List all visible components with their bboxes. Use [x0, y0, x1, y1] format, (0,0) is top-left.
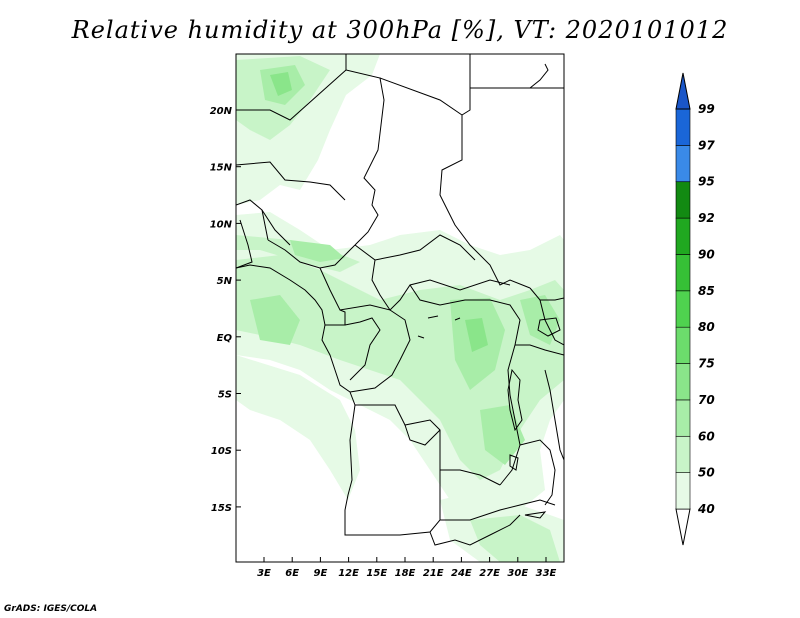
lon-tick-label: 12E	[338, 568, 359, 579]
country-boundaries	[236, 54, 564, 546]
lon-tick-label: 24E	[451, 568, 472, 579]
colorbar-label: 85	[698, 284, 715, 298]
lat-tick-label: 5N	[217, 276, 233, 287]
colorbar-box	[675, 290, 691, 328]
humidity-region-core	[465, 318, 488, 352]
colorbar-box	[675, 254, 691, 292]
humidity-shading	[236, 54, 564, 562]
humidity-region-high	[250, 295, 300, 345]
lon-tick-label: 6E	[285, 568, 299, 579]
lon-tick-label: 15E	[366, 568, 387, 579]
humidity-region-south-coast	[236, 355, 360, 500]
colorbar-box	[675, 217, 691, 255]
colorbar-box	[675, 326, 691, 364]
lon-tick-label: 3E	[257, 568, 271, 579]
colorbar-label: 90	[698, 247, 715, 261]
lat-tick-label: 10S	[211, 446, 232, 457]
colorbar-box	[675, 145, 691, 183]
humidity-region-high	[480, 405, 525, 465]
lat-tick-label: 15S	[211, 503, 232, 514]
humidity-region-high	[290, 240, 345, 262]
colorbar-label: 75	[698, 357, 715, 371]
lat-tick-label: 10N	[210, 219, 233, 230]
colorbar-box	[675, 435, 691, 473]
lat-tick-label: EQ	[217, 333, 233, 344]
colorbar-label: 92	[698, 211, 715, 225]
credit-label: GrADS: IGES/COLA	[4, 604, 98, 614]
lon-tick-label: 9E	[314, 568, 328, 579]
colorbar-label: 99	[698, 102, 715, 116]
humidity-region-core	[270, 72, 292, 96]
colorbar-label: 60	[698, 429, 715, 443]
colorbar-label: 95	[698, 175, 715, 189]
colorbar-label: 50	[698, 466, 715, 480]
colorbar-box	[675, 399, 691, 437]
lon-tick-label: 30E	[507, 568, 528, 579]
colorbar-box	[675, 363, 691, 401]
lat-tick-label: 20N	[210, 106, 233, 117]
lat-axis: 20N 15N 10N 5N EQ 5S 10S 15S	[210, 106, 241, 514]
colorbar-label: 97	[698, 138, 715, 152]
colorbar-box	[675, 181, 691, 219]
lat-tick-label: 15N	[210, 163, 233, 174]
lon-tick-label: 27E	[479, 568, 500, 579]
lon-tick-label: 21E	[423, 568, 444, 579]
colorbar-box	[675, 108, 691, 146]
map-title: Relative humidity at 300hPa [%], VT: 202…	[71, 16, 729, 44]
colorbar-lower-triangle	[675, 508, 691, 546]
lat-tick-label: 5S	[218, 390, 232, 401]
lon-tick-label: 18E	[395, 568, 416, 579]
humidity-region-mid	[470, 515, 560, 562]
colorbar-label: 70	[698, 393, 715, 407]
colorbar-box	[675, 472, 691, 510]
colorbar-label: 40	[697, 502, 715, 516]
lon-axis: 3E 6E 9E 12E 15E 18E 21E 24E 27E 30E 33E	[257, 557, 557, 579]
map-frame	[235, 53, 565, 563]
colorbar-upper-triangle	[675, 72, 691, 110]
colorbar: 40 50 60 70 75 80 85 90 92 95 97 99	[675, 72, 715, 546]
colorbar-label: 80	[698, 320, 715, 334]
lon-tick-label: 33E	[536, 568, 557, 579]
